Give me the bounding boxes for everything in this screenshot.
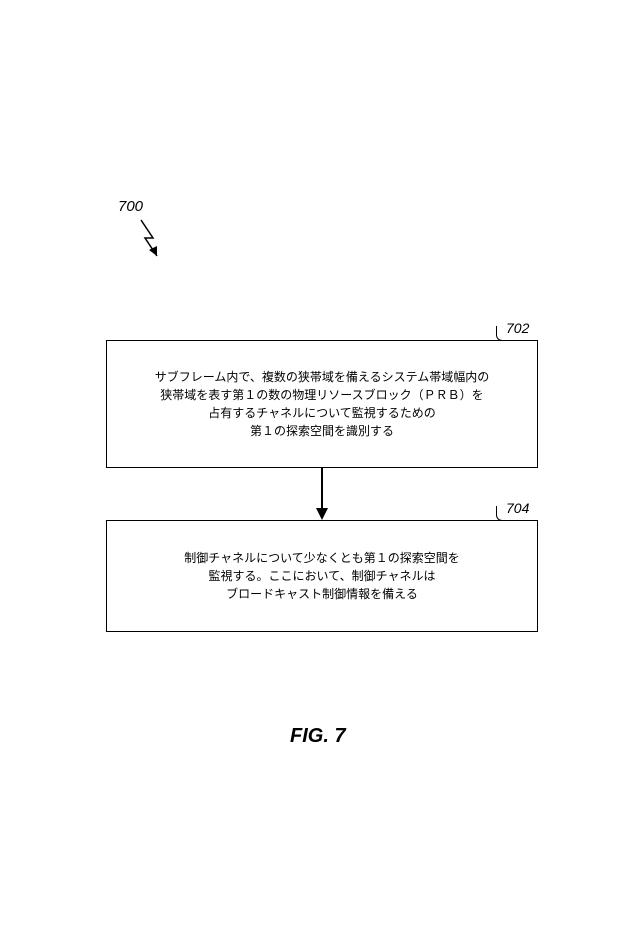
figure-caption: FIG. 7 bbox=[290, 725, 346, 748]
flow-box-704-text: 制御チャネルについて少なくとも第１の探索空間を 監視する。ここにおいて、制御チャ… bbox=[184, 549, 460, 603]
figure-canvas: 700 702 サブフレーム内で、複数の狭帯域を備えるシステム帯域幅内の 狭帯域… bbox=[0, 0, 640, 949]
arrow-702-704 bbox=[321, 468, 323, 508]
box-ref-tick-704 bbox=[496, 506, 507, 521]
arrow-head-702-704 bbox=[316, 508, 328, 520]
box-ref-tick-702 bbox=[496, 326, 507, 341]
figure-ref-label: 700 bbox=[118, 198, 143, 215]
flow-box-704: 制御チャネルについて少なくとも第１の探索空間を 監視する。ここにおいて、制御チャ… bbox=[106, 520, 538, 632]
flow-box-702: サブフレーム内で、複数の狭帯域を備えるシステム帯域幅内の 狭帯域を表す第１の数の… bbox=[106, 340, 538, 468]
figure-ref-arrow bbox=[135, 218, 175, 264]
flow-box-702-text: サブフレーム内で、複数の狭帯域を備えるシステム帯域幅内の 狭帯域を表す第１の数の… bbox=[155, 368, 489, 440]
box-ref-704: 704 bbox=[506, 500, 529, 516]
box-ref-702: 702 bbox=[506, 320, 529, 336]
